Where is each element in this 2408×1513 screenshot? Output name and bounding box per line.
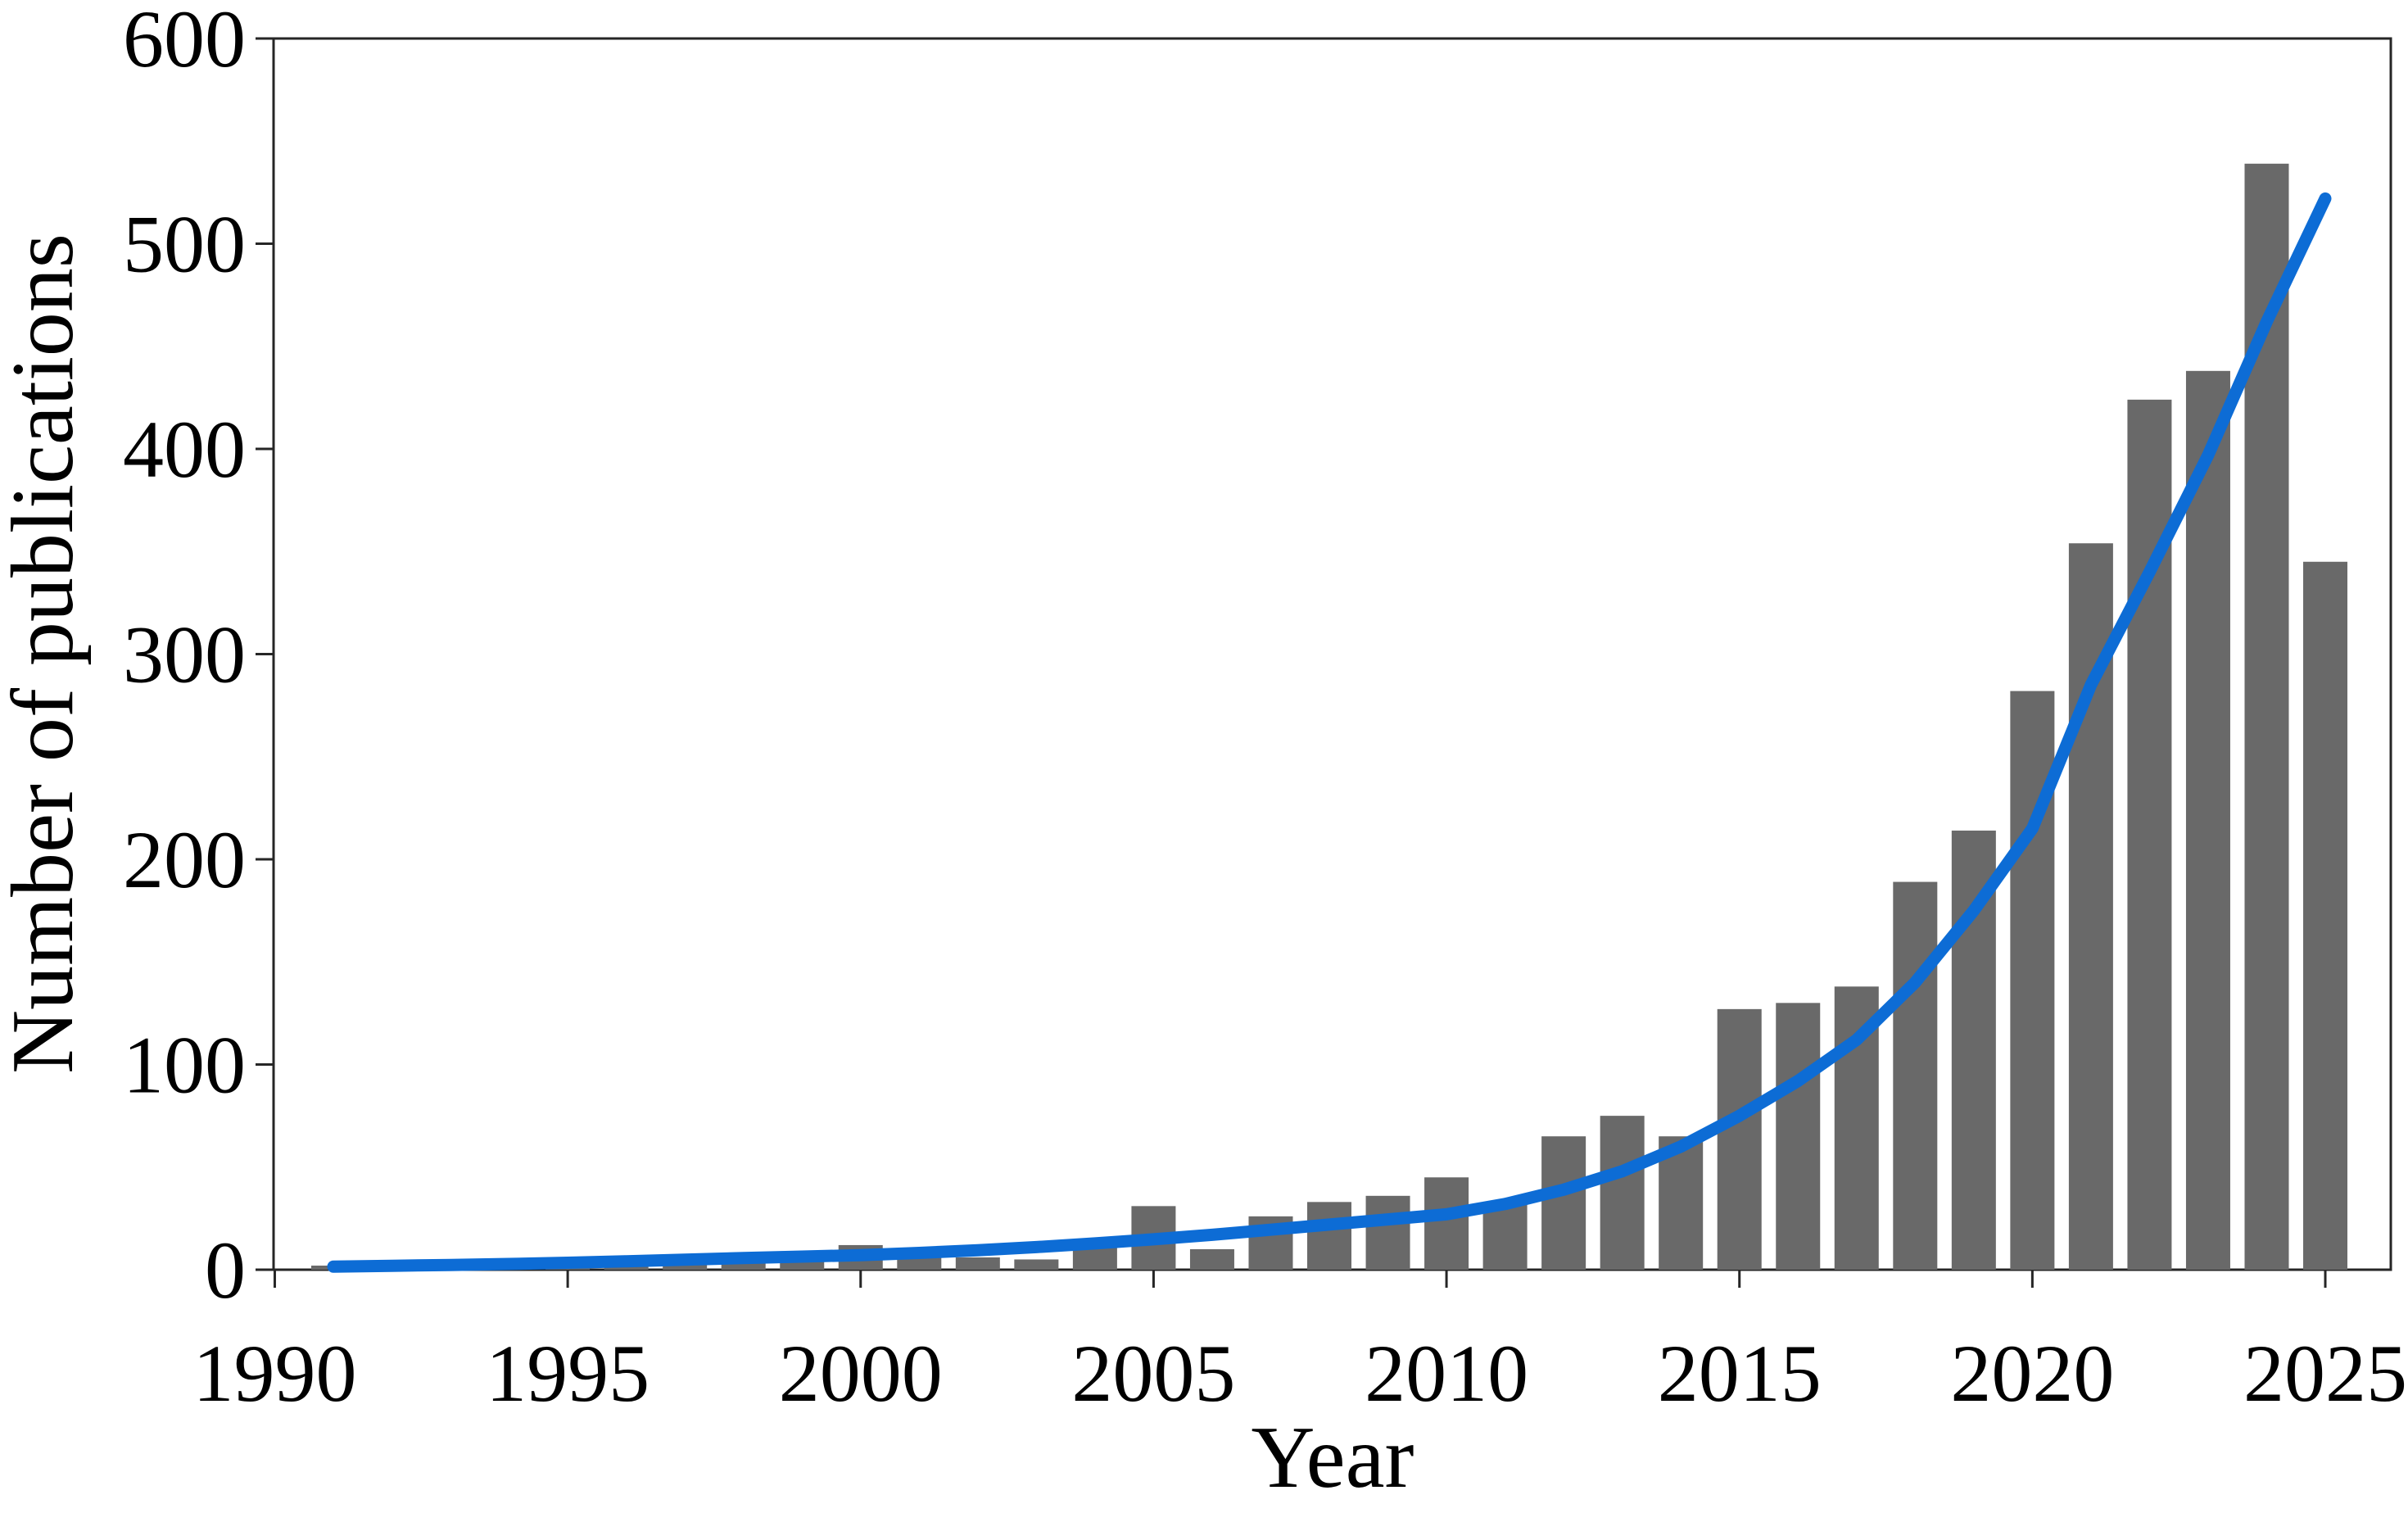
bar-2025 (2303, 561, 2348, 1270)
bar-2003 (1014, 1259, 1059, 1270)
bar-2012 (1541, 1136, 1586, 1270)
bar-2008 (1307, 1202, 1352, 1270)
x-tick-label-1990: 1990 (192, 1328, 356, 1419)
bar-2010 (1424, 1177, 1469, 1270)
bar-2023 (2185, 370, 2230, 1270)
bar-2009 (1365, 1195, 1410, 1270)
bar-2015 (1717, 1008, 1762, 1270)
x-tick-label-2020: 2020 (1950, 1328, 2114, 1419)
x-axis-title: Year (1251, 1409, 1414, 1506)
y-axis-title: Number of publications (0, 233, 92, 1074)
bar-2001 (897, 1257, 942, 1270)
bars-group (311, 163, 2348, 1271)
y-tick-labels-group: 0 100 200 300 400 500 600 (123, 0, 246, 1316)
x-tick-label-2010: 2010 (1365, 1328, 1528, 1419)
y-tick-label-200: 200 (123, 814, 246, 905)
y-tick-label-500: 500 (123, 199, 246, 290)
x-tick-labels-group: 1990 1995 2000 2005 2010 2015 2020 2025 (192, 1328, 2407, 1419)
bar-2018 (1893, 881, 1938, 1270)
bar-2016 (1776, 1003, 1821, 1270)
y-tick-label-0: 0 (205, 1225, 246, 1316)
y-tick-label-600: 600 (123, 0, 246, 84)
x-tick-label-2005: 2005 (1071, 1328, 1235, 1419)
y-tick-label-400: 400 (123, 404, 246, 495)
x-tick-label-2015: 2015 (1658, 1328, 1822, 1419)
y-tick-label-300: 300 (123, 609, 246, 700)
bar-2002 (955, 1257, 1000, 1270)
trend-line (327, 192, 2332, 1273)
bar-2011 (1482, 1202, 1528, 1270)
x-tick-label-2000: 2000 (779, 1328, 943, 1419)
bar-2006 (1189, 1248, 1234, 1270)
x-tick-label-1995: 1995 (486, 1328, 650, 1419)
x-tick-label-2025: 2025 (2243, 1328, 2407, 1419)
trendline-group (327, 192, 2332, 1273)
bar-2013 (1600, 1116, 1645, 1270)
y-tick-label-100: 100 (123, 1020, 246, 1111)
